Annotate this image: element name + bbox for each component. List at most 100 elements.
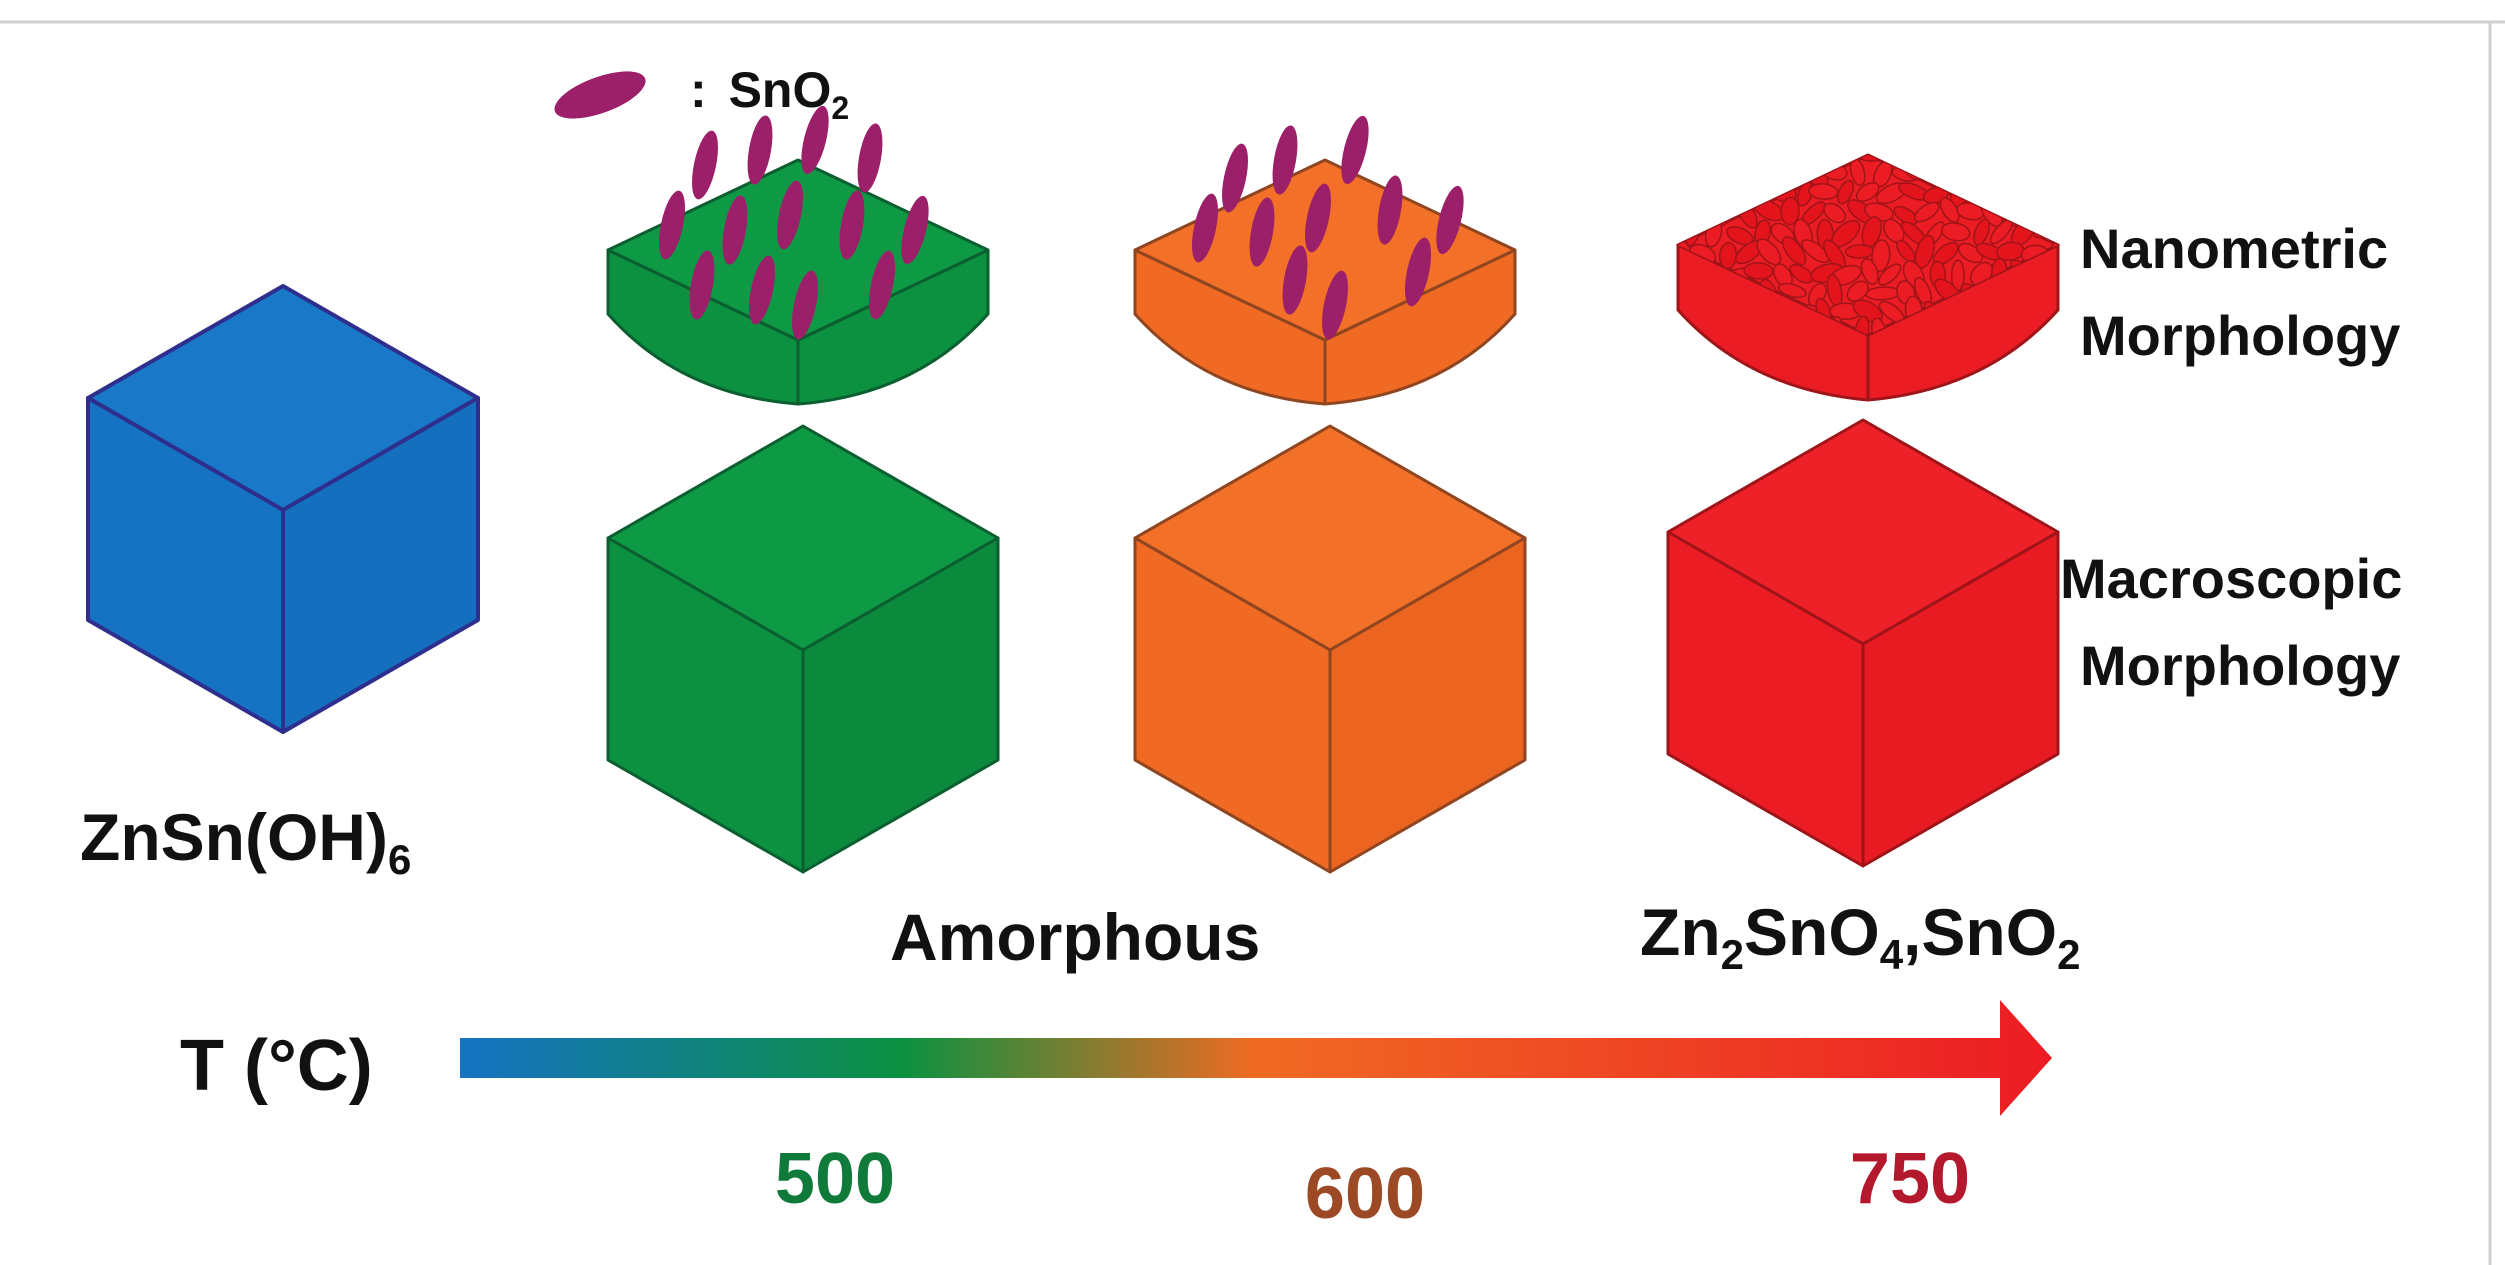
row-label-nanometric: Nanometric Morphology [2080, 217, 2400, 367]
stage-750-disc-right [1866, 243, 2060, 402]
grain [1855, 182, 1880, 202]
sno2-rod [869, 250, 895, 320]
grain [1687, 205, 1718, 220]
grain [1990, 183, 2017, 201]
crystalline-s1: 2 [1721, 931, 1744, 978]
sno2-rod [901, 195, 929, 265]
grain [1684, 155, 1706, 169]
grain [2054, 184, 2058, 204]
grain [1844, 244, 1875, 259]
legend-colon: : [690, 62, 707, 118]
grain [1985, 155, 2014, 164]
row-label-macroscopic: Macroscopic Morphology [2060, 547, 2402, 697]
precursor-label-main: ZnSn(OH) [80, 800, 388, 874]
sno2-rod [749, 255, 775, 325]
sno2-rod [1192, 193, 1218, 263]
grain [1972, 116, 2006, 149]
grain [2057, 256, 2077, 292]
precursor-cube [86, 284, 480, 734]
precursor-cube-right [281, 396, 480, 734]
grain [1836, 179, 1855, 205]
sno2-rod [692, 130, 718, 200]
grain [1800, 119, 1830, 145]
sno2-rod [1282, 245, 1308, 315]
sno2-rod [857, 123, 883, 193]
stage-500-disc-right [796, 248, 990, 406]
grain [2041, 162, 2058, 181]
stage-600-disc-left [1133, 248, 1327, 406]
row-label-nanometric-line2: Morphology [2080, 304, 2400, 367]
grain [2021, 203, 2049, 222]
row-label-nanometric-line1: Nanometric [2080, 217, 2388, 280]
crystalline-s2: 4 [1880, 931, 1904, 978]
grain [1751, 167, 1786, 182]
grain [2009, 182, 2034, 208]
stage-750-cube [1666, 418, 2060, 868]
grain [1846, 115, 1873, 150]
sno2-rod [1305, 183, 1331, 253]
stage-500-disc-left [606, 248, 800, 406]
grain [1913, 201, 1940, 223]
grain [1895, 239, 1916, 263]
sno2-rod [689, 250, 715, 320]
sno2-rod [722, 195, 748, 265]
grain [1782, 236, 1807, 266]
grain [1860, 258, 1879, 285]
grain [1741, 119, 1758, 147]
sno2-rod [1436, 185, 1464, 255]
grain [2022, 158, 2047, 184]
legend-sub: 2 [831, 90, 849, 126]
phase-label-crystalline: Zn2SnO4,SnO2 [1640, 895, 2080, 978]
stage-600-disc-right [1323, 248, 1517, 406]
temperature-tick-500: 500 [775, 1139, 895, 1219]
grain [1678, 204, 1696, 226]
grain [1846, 280, 1870, 302]
grain [1941, 155, 1974, 162]
grain [1702, 155, 1725, 165]
grain [1867, 118, 1895, 143]
grain [1737, 161, 1766, 180]
grain [1729, 155, 1747, 165]
sno2-legend-label: : SnO2 [690, 62, 849, 126]
sno2-rod [777, 180, 803, 250]
grain [1743, 262, 1774, 280]
sno2-legend-icon [554, 71, 646, 119]
grain [2032, 222, 2058, 239]
grain [1955, 165, 1986, 186]
stage-500-sno2-rods [659, 105, 929, 340]
grain [2012, 155, 2038, 162]
crystalline-p3: ,SnO [1903, 895, 2057, 969]
phase-label-amorphous: Amorphous [890, 900, 1260, 974]
sno2-rod [659, 190, 685, 260]
grain [1823, 202, 1847, 224]
row-label-macroscopic-line2: Morphology [2080, 634, 2400, 697]
grain [1686, 120, 1718, 150]
grain [2022, 119, 2047, 152]
row-label-macroscopic-line1: Macroscopic [2060, 547, 2402, 610]
grain [1995, 167, 2029, 185]
grain [1687, 162, 1718, 180]
grain [1933, 117, 1958, 153]
grain [1789, 263, 1814, 284]
temperature-tick-750: 750 [1850, 1139, 1970, 1219]
grain [1724, 174, 1748, 206]
grain [1780, 121, 1809, 143]
grain [1751, 122, 1787, 143]
crystalline-s3: 2 [2057, 931, 2080, 978]
grain [1818, 155, 1836, 168]
sno2-rod [801, 105, 829, 175]
grain [1780, 196, 1800, 226]
stage-600-cube [1133, 424, 1527, 874]
legend-sno: SnO [729, 62, 832, 118]
temperature-gradient-arrow [460, 1000, 2052, 1116]
precursor-label: ZnSn(OH)6 [80, 800, 411, 883]
grain [1678, 184, 1706, 202]
stage-600-sno2-rods [1192, 115, 1464, 340]
sno2-rod [1222, 143, 1248, 213]
sno2-rod [839, 190, 865, 260]
grain [1896, 155, 1931, 164]
sno2-rod [1405, 237, 1431, 307]
grain [2039, 155, 2058, 165]
grain [1972, 155, 1991, 170]
